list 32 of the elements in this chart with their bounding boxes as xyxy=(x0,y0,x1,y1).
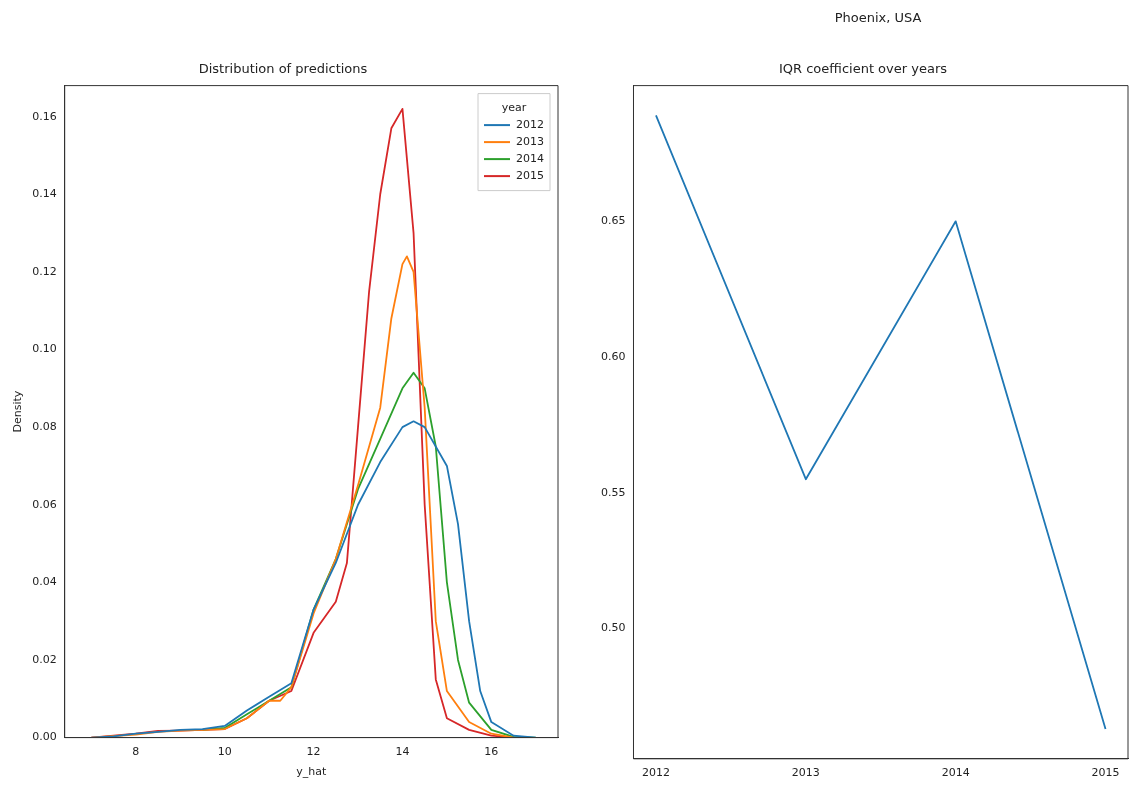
y-tick-label: 0.60 xyxy=(600,349,626,363)
legend-label: 2014 xyxy=(516,151,545,165)
y-tick-label: 0.04 xyxy=(32,575,57,589)
chart-title: IQR coefficient over years xyxy=(778,61,948,77)
x-tick-label: 2012 xyxy=(641,766,670,780)
chart-title: Distribution of predictions xyxy=(198,61,368,77)
x-tick-label: 10 xyxy=(217,745,232,759)
y-tick-label: 0.02 xyxy=(32,652,57,666)
legend-label: 2015 xyxy=(516,168,545,182)
y-tick-label: 0.00 xyxy=(32,730,57,744)
x-axis-title: y_hat xyxy=(296,765,328,779)
y-tick-label: 0.65 xyxy=(600,214,626,228)
x-tick-label: 8 xyxy=(132,745,140,759)
y-tick-label: 0.16 xyxy=(32,109,57,123)
y-axis-title: Density xyxy=(11,390,25,433)
x-tick-label: 2013 xyxy=(791,766,820,780)
y-tick-label: 0.12 xyxy=(32,264,57,278)
x-tick-label: 14 xyxy=(395,745,410,759)
text: Phoenix, USA xyxy=(833,10,923,25)
y-tick-label: 0.10 xyxy=(32,342,57,356)
y-tick-label: 0.50 xyxy=(600,621,626,635)
x-tick-label: 2015 xyxy=(1091,766,1120,780)
x-tick-label: 16 xyxy=(484,745,499,759)
y-tick-label: 0.14 xyxy=(32,187,57,201)
y-tick-label: 0.06 xyxy=(32,497,57,511)
legend-label: 2013 xyxy=(516,134,545,148)
x-tick-label: 12 xyxy=(306,745,321,759)
legend-label: 2012 xyxy=(516,117,545,131)
y-tick-label: 0.55 xyxy=(600,485,626,499)
y-tick-label: 0.08 xyxy=(32,419,57,433)
legend-title: year xyxy=(501,100,527,114)
x-tick-label: 2014 xyxy=(941,766,970,780)
